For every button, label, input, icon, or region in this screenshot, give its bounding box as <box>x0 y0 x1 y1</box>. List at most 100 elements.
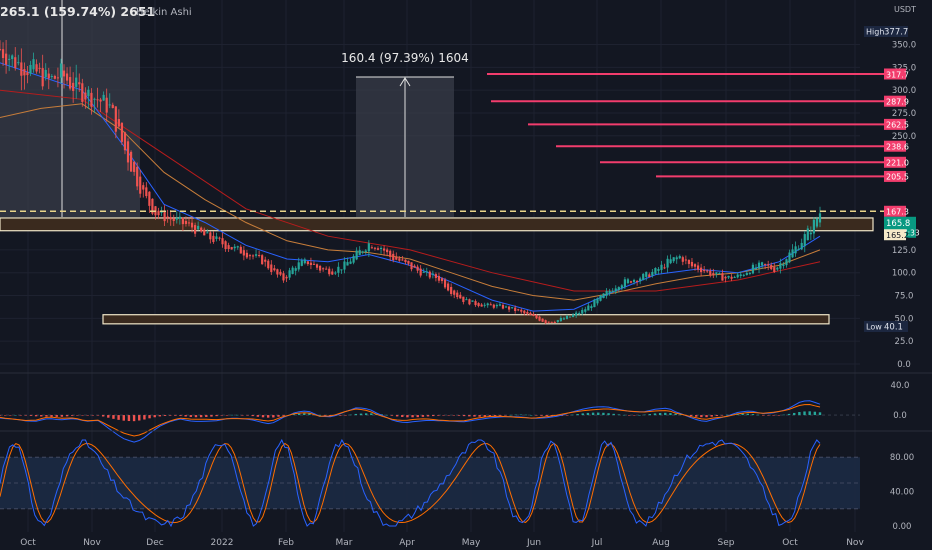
macd-bar <box>457 415 461 416</box>
time-axis[interactable]: Oct Nov Dec 2022 Feb Mar Apr May Jun Jul Aug Sep Oct… <box>20 538 864 548</box>
price-axis[interactable]: USDT 0.0 25.0 50.0 75.0 100.0 125.0 250.0 275.0… <box>864 5 920 370</box>
candle-body <box>212 235 215 242</box>
candle-body <box>794 246 797 254</box>
macd-bar <box>184 415 187 417</box>
macd-bar <box>411 415 414 418</box>
macd-bar <box>76 415 79 416</box>
macd-bar <box>277 415 280 417</box>
macd-bar <box>24 415 27 416</box>
macd-bar <box>303 413 306 416</box>
candle-body <box>681 257 684 262</box>
candle-body <box>660 264 663 270</box>
candle-body <box>279 271 282 275</box>
macd-bar <box>571 414 574 416</box>
candle-body <box>587 305 590 311</box>
macd-bar <box>488 415 492 417</box>
macd-bar <box>246 415 249 416</box>
macd-bar <box>179 415 182 416</box>
candle-body <box>571 314 575 317</box>
macd-bar <box>669 413 672 416</box>
candle-body <box>678 256 681 259</box>
candle-body <box>709 270 712 276</box>
macd-bar <box>658 413 662 416</box>
macd-bar <box>762 415 765 416</box>
candle-body <box>175 217 178 220</box>
macd-bar <box>818 412 822 416</box>
candle-body <box>602 293 605 299</box>
candle-body <box>468 299 471 305</box>
candle-body <box>41 68 44 87</box>
candle-body <box>4 53 8 65</box>
macd-bar <box>50 415 53 417</box>
candle-body <box>562 318 566 320</box>
dashed-tag: 167.3 <box>886 208 909 217</box>
candle-body <box>431 273 434 275</box>
candle-body <box>748 272 751 274</box>
stoch-pane[interactable]: 0.00 40.00 80.00 <box>0 430 932 532</box>
chart-style-label[interactable]: Heikin Ashi <box>136 7 192 18</box>
candle-body <box>706 270 709 272</box>
candle-body <box>486 303 489 306</box>
macd-bar <box>143 415 146 420</box>
support-zone[interactable] <box>102 314 830 325</box>
macd-bar <box>354 413 358 416</box>
resistance-levels[interactable] <box>487 72 884 178</box>
candle-body <box>227 245 230 249</box>
candle-body <box>575 312 578 316</box>
macd-bar <box>60 415 64 417</box>
candle-body <box>782 264 785 266</box>
symbol-header[interactable]: 265.1 (159.74%) 2651 <box>0 4 155 19</box>
macd-pane[interactable]: 0.0 40.0 <box>0 372 932 443</box>
signal-line <box>0 403 821 437</box>
candle-body <box>221 238 224 245</box>
candle-body <box>526 312 529 314</box>
candle-body <box>0 49 2 51</box>
candle-body <box>282 273 285 281</box>
candle-body <box>742 274 745 276</box>
candle-body <box>93 98 96 100</box>
measure-box-left[interactable] <box>0 0 140 217</box>
candle-body <box>334 272 337 274</box>
macd-bar <box>808 411 811 416</box>
candle-body <box>285 276 288 279</box>
macd-bar <box>261 415 265 418</box>
candle-body <box>398 258 401 261</box>
macd-bar <box>529 415 533 416</box>
candle-body <box>797 248 800 250</box>
macd-bar <box>132 415 136 422</box>
candle-body <box>745 272 748 276</box>
candle-body <box>108 104 111 106</box>
candle-body <box>203 229 206 236</box>
candle-body <box>443 279 447 288</box>
candle-body <box>17 62 20 64</box>
candle-body <box>261 255 264 265</box>
support-zones[interactable] <box>0 217 874 325</box>
candle-body <box>65 73 69 81</box>
candle-body <box>462 296 465 302</box>
candle-body <box>800 242 803 250</box>
candle-body <box>239 246 242 254</box>
candle-body <box>81 83 84 102</box>
candle-body <box>751 264 755 274</box>
candle-body <box>14 57 17 69</box>
candle-body <box>87 89 90 97</box>
stoch-tick-label: 80.00 <box>890 453 914 463</box>
macd-bar <box>416 415 419 418</box>
candle-body <box>233 246 236 249</box>
candle-body <box>501 304 505 309</box>
candle-body <box>367 243 370 252</box>
time-tick-label: Nov <box>846 538 864 548</box>
macd-bar <box>251 415 254 417</box>
macd-bar <box>679 414 682 416</box>
measure-box-right[interactable] <box>356 76 454 217</box>
candle-body <box>416 266 419 271</box>
candle-body <box>169 217 172 220</box>
macd-bar <box>509 414 512 416</box>
candle-body <box>770 265 773 270</box>
support-zone[interactable] <box>0 217 874 232</box>
macd-bar <box>256 415 260 417</box>
resistance-tag-bg <box>884 95 906 107</box>
candle-body <box>126 141 130 163</box>
resistance-tag: 221.0 <box>886 159 909 168</box>
